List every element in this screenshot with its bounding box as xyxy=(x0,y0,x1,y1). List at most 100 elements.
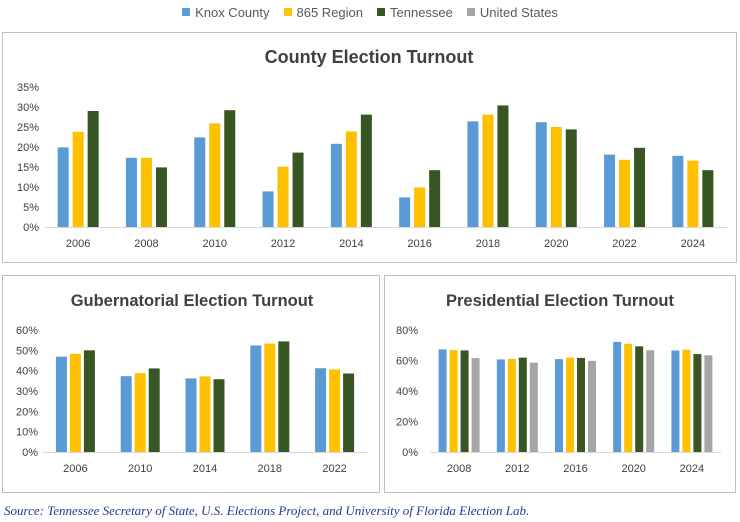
presidential-bar-knox-county-2024 xyxy=(671,350,680,452)
presidential-x-tick-label: 2020 xyxy=(621,463,645,475)
presidential-bar-united-states-2016 xyxy=(588,360,596,452)
county-y-tick-label: 10% xyxy=(17,182,39,194)
county-bar-tennessee-2012 xyxy=(292,152,304,227)
gubernatorial-y-tick-label: 60% xyxy=(16,325,38,337)
presidential-bar-865-region-2012 xyxy=(507,358,516,452)
presidential-x-tick-label: 2012 xyxy=(505,463,529,475)
presidential-bar-865-region-2024 xyxy=(682,349,691,452)
presidential-y-tick-label: 40% xyxy=(396,386,418,398)
county-bar-865-region-2006 xyxy=(72,131,84,227)
source-note: Source: Tennessee Secretary of State, U.… xyxy=(4,503,530,518)
presidential-x-tick-label: 2016 xyxy=(563,463,587,475)
county-bar-tennessee-2006 xyxy=(87,111,99,227)
presidential-y-tick-label: 80% xyxy=(396,325,418,337)
presidential-turnout-panel: Presidential Election Turnout 0% 20% 40% 60%… xyxy=(384,275,736,493)
county-x-tick-label: 2022 xyxy=(612,238,636,250)
gubernatorial-bar-tennessee-2022 xyxy=(343,373,355,452)
county-bar-865-region-2016 xyxy=(414,187,426,227)
gubernatorial-bar-tennessee-2018 xyxy=(278,341,290,452)
county-bar-knox-county-2010 xyxy=(194,137,206,227)
county-y-tick-label: 35% xyxy=(17,82,39,94)
county-bar-865-region-2008 xyxy=(140,157,152,227)
gubernatorial-bar-865-region-2006 xyxy=(69,353,81,452)
county-y-tick-label: 5% xyxy=(23,202,39,214)
county-chart-title: County Election Turnout xyxy=(265,47,474,67)
legend-item-knox-county: Knox County xyxy=(182,5,270,20)
presidential-x-tick-label: 2008 xyxy=(447,463,471,475)
county-bar-865-region-2022 xyxy=(619,159,631,227)
presidential-bar-tennessee-2020 xyxy=(635,346,644,452)
legend-item-865-region: 865 Region xyxy=(283,4,364,20)
legend-swatch-tennessee xyxy=(377,8,385,16)
county-x-tick-label: 2024 xyxy=(681,238,705,250)
presidential-bar-knox-county-2020 xyxy=(613,341,622,452)
county-bar-knox-county-2016 xyxy=(399,197,411,227)
county-bar-tennessee-2010 xyxy=(224,110,236,227)
county-x-tick-label: 2006 xyxy=(66,238,90,250)
presidential-bar-tennessee-2016 xyxy=(577,357,585,452)
county-bar-tennessee-2014 xyxy=(360,114,372,227)
presidential-y-tick-label: 60% xyxy=(396,356,418,368)
county-bar-knox-county-2020 xyxy=(535,122,547,227)
gubernatorial-x-tick-label: 2022 xyxy=(322,463,346,475)
county-y-tick-label: 20% xyxy=(17,142,39,154)
county-bar-knox-county-2018 xyxy=(467,121,479,227)
presidential-bar-tennessee-2008 xyxy=(460,350,469,452)
county-x-tick-label: 2020 xyxy=(544,238,568,250)
gubernatorial-bar-865-region-2010 xyxy=(134,373,146,452)
county-bar-865-region-2010 xyxy=(209,123,221,227)
legend-item-united-states: United States xyxy=(466,4,558,20)
presidential-turnout-chart: Presidential Election Turnout 0% 20% 40% 60%… xyxy=(396,292,721,475)
presidential-bar-tennessee-2012 xyxy=(518,357,527,452)
gubernatorial-bar-tennessee-2014 xyxy=(213,379,225,452)
gubernatorial-bar-knox-county-2014 xyxy=(185,378,197,452)
gubernatorial-bar-865-region-2018 xyxy=(264,343,276,452)
legend-item-tennessee: Tennessee xyxy=(377,5,453,20)
legend-swatch-865-region xyxy=(283,8,292,16)
legend-swatch-knox-county xyxy=(182,8,191,16)
county-bar-knox-county-2024 xyxy=(672,155,684,227)
gubernatorial-turnout-panel: Gubernatorial Election Turnout 0% 10% 20% 30… xyxy=(2,275,380,493)
county-bar-865-region-2014 xyxy=(345,131,357,227)
county-bar-865-region-2018 xyxy=(482,114,494,227)
legend-label-united-states: United States xyxy=(479,4,558,20)
presidential-bar-865-region-2008 xyxy=(449,350,458,452)
gubernatorial-x-tick-label: 2014 xyxy=(193,463,217,475)
county-bar-tennessee-2020 xyxy=(565,129,577,227)
county-y-tick-label: 15% xyxy=(17,162,39,174)
county-x-tick-label: 2010 xyxy=(203,238,227,250)
county-bar-865-region-2024 xyxy=(687,160,699,227)
county-x-tick-label: 2008 xyxy=(134,238,158,250)
presidential-y-tick-label: 0% xyxy=(402,447,418,459)
gubernatorial-x-tick-label: 2006 xyxy=(63,463,87,475)
county-bar-865-region-2020 xyxy=(550,127,562,227)
county-bar-tennessee-2024 xyxy=(702,170,714,227)
county-turnout-panel: County Election Turnout 0% 5% 10% 15% 20% 25% 3… xyxy=(2,32,737,263)
presidential-bar-knox-county-2016 xyxy=(555,359,563,452)
gubernatorial-x-tick-label: 2010 xyxy=(128,463,152,475)
gubernatorial-bar-knox-county-2006 xyxy=(55,356,67,452)
gubernatorial-bar-knox-county-2022 xyxy=(315,368,327,452)
chart-legend: Knox County 865 Region Tennessee United … xyxy=(0,0,740,24)
presidential-bar-united-states-2020 xyxy=(646,350,655,452)
county-x-tick-label: 2016 xyxy=(407,238,431,250)
presidential-y-tick-label: 20% xyxy=(396,417,418,429)
county-bar-865-region-2012 xyxy=(277,166,289,227)
county-x-tick-label: 2012 xyxy=(271,238,295,250)
presidential-bar-865-region-2020 xyxy=(624,343,633,452)
gubernatorial-bar-knox-county-2010 xyxy=(120,376,132,452)
gubernatorial-y-tick-label: 10% xyxy=(16,427,38,439)
legend-label-865-region: 865 Region xyxy=(296,4,364,20)
county-bar-tennessee-2018 xyxy=(497,105,509,227)
gubernatorial-chart-title: Gubernatorial Election Turnout xyxy=(71,292,314,310)
county-bar-knox-county-2012 xyxy=(262,191,274,227)
gubernatorial-turnout-chart: Gubernatorial Election Turnout 0% 10% 20% 30… xyxy=(16,292,367,475)
gubernatorial-y-tick-label: 50% xyxy=(16,345,38,357)
gubernatorial-y-tick-label: 40% xyxy=(16,366,38,378)
gubernatorial-y-tick-label: 20% xyxy=(16,406,38,418)
county-bar-tennessee-2022 xyxy=(634,147,646,227)
legend-label-tennessee: Tennessee xyxy=(390,4,453,20)
county-bar-knox-county-2008 xyxy=(125,157,137,227)
gubernatorial-bar-865-region-2022 xyxy=(329,369,341,452)
county-bar-knox-county-2006 xyxy=(57,147,69,227)
